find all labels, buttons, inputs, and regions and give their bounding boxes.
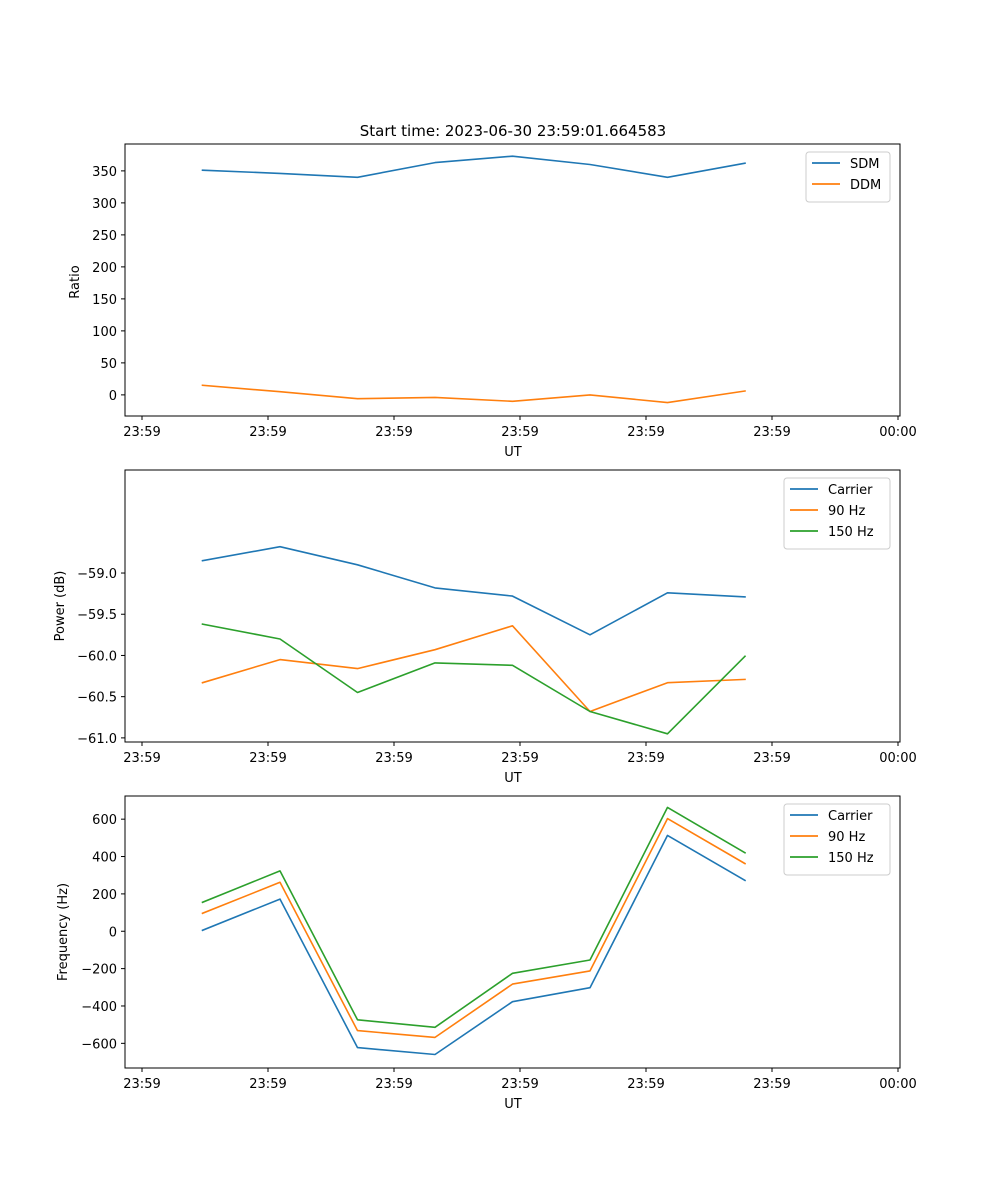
series-line-90-hz — [201, 817, 747, 1039]
y-tick-label: −61.0 — [77, 732, 117, 747]
x-tick-label: 23:59 — [627, 425, 664, 440]
x-tick-label: 23:59 — [753, 1077, 790, 1092]
y-tick-label: 300 — [92, 197, 117, 212]
y-axis-label: Ratio — [68, 265, 83, 298]
x-axis-label: UT — [504, 771, 522, 786]
x-tick-label: 23:59 — [123, 751, 160, 766]
legend-label: SDM — [850, 157, 879, 172]
axes-frame — [124, 143, 901, 417]
series-line-150-hz — [201, 806, 747, 1029]
y-axis-label: Frequency (Hz) — [56, 883, 71, 981]
y-tick-label: 150 — [92, 293, 117, 308]
series-line-ddm — [201, 384, 746, 404]
legend-box — [805, 151, 891, 203]
chart-title: Start time: 2023-06-30 23:59:01.664583 — [360, 122, 666, 140]
x-tick-label: 23:59 — [501, 425, 538, 440]
axes-frame — [124, 469, 901, 743]
series-line-carrier — [201, 834, 747, 1056]
x-axis-label: UT — [504, 1097, 522, 1112]
y-tick-label: 100 — [92, 325, 117, 340]
x-tick-label: 23:59 — [501, 1077, 538, 1092]
y-axis-label: Power (dB) — [53, 571, 68, 642]
legend-label: 90 Hz — [828, 504, 865, 519]
y-tick-label: 350 — [92, 165, 117, 180]
ratio-panel: Start time: 2023-06-30 23:59:01.664583 2… — [68, 122, 917, 460]
power-panel: 23:59 23:59 23:59 23:59 23:59 23:59 00:00 −61.0… — [53, 469, 917, 786]
x-tick-label: 23:59 — [375, 425, 412, 440]
legend-label: Carrier — [828, 483, 873, 498]
series-line-sdm — [201, 155, 746, 179]
x-tick-label: 23:59 — [249, 425, 286, 440]
y-tick-label: 250 — [92, 229, 117, 244]
legend: Carrier 90 Hz 150 Hz — [783, 477, 891, 550]
y-tick-label: −600 — [81, 1037, 117, 1052]
x-tick-label: 23:59 — [627, 751, 664, 766]
series-line-150-hz — [201, 623, 747, 735]
legend-label: DDM — [850, 178, 881, 193]
x-tick-label: 23:59 — [123, 1077, 160, 1092]
frequency-plot-area: 23:59 23:59 23:59 23:59 23:59 23:59 00:00 −600 −… — [81, 795, 917, 1092]
legend-label: 150 Hz — [828, 851, 874, 866]
x-tick-label: 23:59 — [753, 425, 790, 440]
power-plot-area: 23:59 23:59 23:59 23:59 23:59 23:59 00:00 −61.0… — [77, 469, 917, 766]
legend-label: Carrier — [828, 809, 873, 824]
y-tick-label: 400 — [92, 851, 117, 866]
axes-frame — [124, 795, 901, 1069]
ratio-plot-area: 23:59 23:59 23:59 23:59 23:59 23:59 00:00 0 50 10… — [92, 143, 917, 440]
legend-label: 150 Hz — [828, 525, 874, 540]
legend: Carrier 90 Hz 150 Hz — [783, 803, 891, 876]
y-tick-label: −400 — [81, 1000, 117, 1015]
x-tick-label: 00:00 — [879, 1077, 916, 1092]
series-line-90-hz — [201, 624, 746, 713]
x-tick-label: 23:59 — [753, 751, 790, 766]
legend: SDM DDM — [805, 151, 891, 203]
y-tick-label: −59.0 — [77, 567, 117, 582]
y-tick-label: 0 — [109, 925, 117, 940]
y-tick-label: 50 — [100, 357, 117, 372]
frequency-panel: 23:59 23:59 23:59 23:59 23:59 23:59 00:00 −600 −… — [56, 795, 917, 1112]
x-tick-label: 23:59 — [375, 751, 412, 766]
x-tick-label: 23:59 — [123, 425, 160, 440]
x-tick-label: 23:59 — [375, 1077, 412, 1092]
x-tick-label: 23:59 — [501, 751, 538, 766]
y-tick-label: −200 — [81, 963, 117, 978]
x-axis-label: UT — [504, 445, 522, 460]
y-tick-label: 600 — [92, 813, 117, 828]
y-tick-label: 0 — [109, 389, 117, 404]
x-tick-label: 00:00 — [879, 751, 916, 766]
y-tick-label: −60.5 — [77, 691, 117, 706]
x-tick-label: 23:59 — [249, 1077, 286, 1092]
y-tick-label: 200 — [92, 888, 117, 903]
x-tick-label: 23:59 — [627, 1077, 664, 1092]
series-line-carrier — [201, 545, 746, 636]
legend-label: 90 Hz — [828, 830, 865, 845]
x-tick-label: 00:00 — [879, 425, 916, 440]
x-tick-label: 23:59 — [249, 751, 286, 766]
y-tick-label: −60.0 — [77, 649, 117, 664]
y-tick-label: −59.5 — [77, 608, 117, 623]
y-tick-label: 200 — [92, 261, 117, 276]
